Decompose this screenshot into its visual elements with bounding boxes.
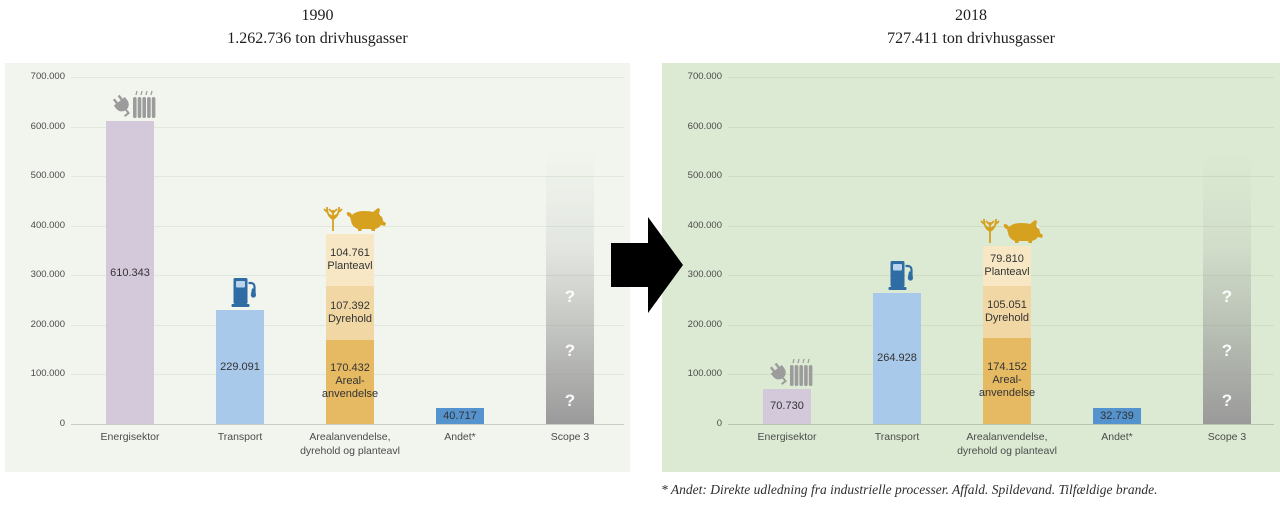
gridline (71, 225, 624, 227)
y-tick-label: 0 (716, 418, 722, 429)
bar-icons-transport (231, 276, 258, 312)
gridline (71, 424, 624, 425)
bar-scope-3: ??? (1203, 149, 1251, 424)
bar-icons-energisektor (111, 90, 157, 123)
bar-arealanvendelse-dyrehold-planteavl: 170.432 Areal-anvendelse 107.392 Dyrehold 10… (322, 234, 378, 424)
y-tick-label: 200.000 (30, 318, 65, 330)
bar-icons-energisektor (768, 358, 814, 391)
bar-segment-dyrehold: 107.392 Dyrehold (326, 286, 374, 340)
bar-andet: 32.739 (1093, 407, 1141, 424)
question-mark: ? (564, 287, 576, 306)
bar-value-label: 610.343 (110, 266, 150, 279)
gridline (728, 424, 1274, 425)
y-tick-label: 100.000 (687, 368, 722, 380)
wheat-icon (321, 204, 345, 236)
fuel-pump-icon (231, 276, 258, 312)
chart-1990-title: 1990 (301, 7, 334, 24)
bar-value-label: 229.091 (220, 361, 260, 374)
question-mark: ? (1221, 391, 1233, 410)
chart-1990-subtitle: 1.262.736 ton drivhusgasser (227, 30, 408, 47)
question-mark: ? (564, 391, 576, 410)
y-tick-label: 700.000 (687, 71, 722, 82)
y-tick-label: 200.000 (687, 318, 722, 330)
category-label-scope-3: Scope 3 (1207, 431, 1247, 443)
category-label-transport: Transport (217, 431, 263, 443)
bar-icons-transport (888, 259, 915, 295)
y-tick-label: 100.000 (30, 368, 65, 380)
y-tick-label: 500.000 (687, 170, 722, 182)
y-tick-label: 600.000 (687, 120, 722, 132)
chart-panel-1990: 0 100.000 200.000 300.000 400.000 500.000 600.… (5, 63, 630, 472)
bar-segment-planteavl: 104.761 Planteavl (326, 234, 374, 287)
bar-value-label: 40.717 (443, 409, 477, 422)
y-tick-label: 400.000 (30, 219, 65, 231)
y-tick-label: 0 (59, 418, 65, 429)
chart-panel-2018: 0 100.000 200.000 300.000 400.000 500.000 600.… (662, 63, 1280, 472)
gridline (728, 77, 1274, 78)
bar-segment-planteavl: 79.810 Planteavl (983, 246, 1031, 286)
plug-icon (768, 362, 789, 391)
gridline (71, 126, 624, 128)
fuel-pump-icon (888, 259, 915, 295)
category-label-andet: Andet* (444, 431, 476, 443)
bar-segment-arealanvendelse: 174.152 Areal-anvendelse (979, 337, 1035, 424)
y-tick-label: 300.000 (687, 269, 722, 281)
bar-energisektor: 610.343 (106, 121, 154, 424)
chart-2018-title: 2018 (955, 7, 987, 24)
gridline (728, 126, 1274, 128)
category-label-energisektor: Energisektor (757, 431, 817, 443)
bar-arealanvendelse-dyrehold-planteavl: 174.152 Areal-anvendelse 105.051 Dyrehold 79… (979, 246, 1035, 424)
bar-andet: 40.717 (436, 407, 484, 424)
bar-icons-arealanvendelse-dyrehold-planteavl (321, 204, 387, 236)
y-tick-label: 700.000 (30, 71, 65, 82)
y-tick-label: 300.000 (30, 269, 65, 281)
transition-arrow (611, 217, 683, 318)
category-label-andet: Andet* (1101, 431, 1133, 443)
question-mark: ? (1221, 341, 1233, 360)
bar-transport: 229.091 (216, 310, 264, 424)
category-label-scope-3: Scope 3 (550, 431, 590, 443)
bar-transport: 264.928 (873, 292, 921, 424)
bar-icons-arealanvendelse-dyrehold-planteavl (978, 216, 1044, 248)
radiator-icon (132, 90, 157, 123)
arrow-right-icon (611, 217, 683, 313)
bar-scope-3: ??? (546, 149, 594, 424)
bar-segment-arealanvendelse: 170.432 Areal-anvendelse (322, 339, 378, 424)
question-mark: ? (1221, 287, 1233, 306)
gridline (71, 77, 624, 78)
pig-icon (345, 206, 387, 236)
bar-value-label: 32.739 (1100, 409, 1134, 422)
pig-icon (1002, 218, 1044, 248)
category-label-arealanvendelse-dyrehold-planteavl: Arealanvendelse, dyrehold og planteavl (300, 431, 400, 457)
category-label-energisektor: Energisektor (100, 431, 160, 443)
radiator-icon (789, 358, 814, 391)
bar-segment-dyrehold: 105.051 Dyrehold (983, 285, 1031, 338)
bar-value-label: 264.928 (877, 352, 917, 365)
bar-value-label: 70.730 (770, 400, 804, 413)
y-tick-label: 600.000 (30, 120, 65, 132)
plug-icon (111, 94, 132, 123)
gridline (728, 176, 1274, 178)
category-label-transport: Transport (874, 431, 920, 443)
y-tick-label: 500.000 (30, 170, 65, 182)
gridline (728, 225, 1274, 227)
footnote: * Andet: Direkte udledning fra industrie… (661, 482, 1158, 497)
chart-2018-title-block: 2018 727.411 ton drivhusgasser (662, 5, 1280, 51)
category-label-arealanvendelse-dyrehold-planteavl: Arealanvendelse, dyrehold og planteavl (957, 431, 1057, 457)
y-tick-label: 400.000 (687, 219, 722, 231)
bar-energisektor: 70.730 (763, 388, 811, 424)
gridline (71, 176, 624, 178)
chart-2018-subtitle: 727.411 ton drivhusgasser (887, 30, 1055, 47)
wheat-icon (978, 216, 1002, 248)
chart-1990-title-block: 1990 1.262.736 ton drivhusgasser (5, 5, 630, 51)
question-mark: ? (564, 341, 576, 360)
